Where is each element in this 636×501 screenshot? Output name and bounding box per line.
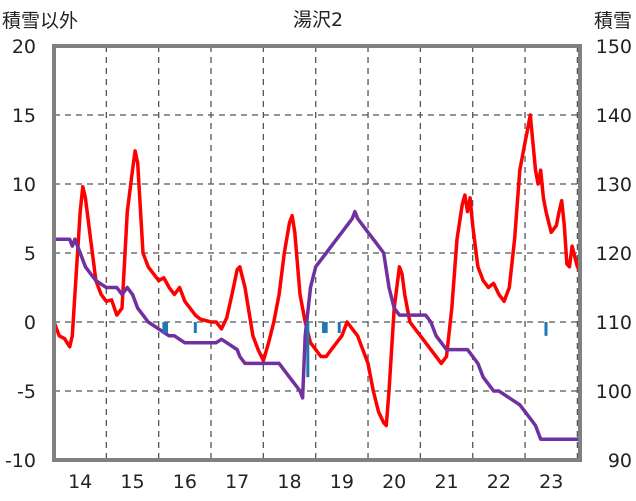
grid (54, 46, 580, 460)
x-tick-label: 18 (277, 471, 301, 493)
precipitation-bar (324, 322, 328, 334)
series-layer (54, 113, 580, 442)
precipitation-bar (162, 322, 166, 334)
precipitation-bar (544, 322, 548, 336)
x-tick-label: 20 (382, 471, 406, 493)
x-tick-label: 22 (487, 471, 511, 493)
y-right-tick-label: 150 (596, 36, 632, 58)
tick-labels: 20 15 10 5 0 -5 -10 150 140 130 120 110 100 90 14 15 16 1… (5, 36, 632, 493)
y-right-axis-label: 積雪 (594, 10, 632, 32)
snow-depth-line (54, 209, 580, 442)
temperature-line (54, 113, 580, 428)
x-tick-label: 14 (68, 471, 92, 493)
y-right-tick-label: 140 (596, 105, 632, 127)
x-tick-label: 19 (330, 471, 354, 493)
precipitation-bar (165, 322, 169, 334)
chart-title: 湯沢2 (293, 9, 343, 31)
y-left-tick-label: 20 (12, 36, 36, 58)
y-left-tick-label: 10 (12, 174, 36, 196)
y-right-tick-label: 130 (596, 174, 632, 196)
y-left-tick-label: -10 (5, 450, 36, 472)
precipitation-bar (322, 322, 326, 334)
precipitation-bar (193, 322, 197, 334)
x-tick-label: 17 (225, 471, 249, 493)
x-tick-label: 15 (120, 471, 144, 493)
plot-frame (52, 44, 582, 462)
y-right-tick-label: 100 (596, 381, 632, 403)
y-right-tick-label: 110 (596, 312, 632, 334)
x-tick-label: 23 (539, 471, 563, 493)
y-right-tick-label: 90 (608, 450, 632, 472)
x-tick-label: 16 (173, 471, 197, 493)
precipitation-bar (306, 322, 310, 378)
precipitation-bar (337, 322, 341, 334)
x-tick-label: 21 (434, 471, 458, 493)
y-right-tick-label: 120 (596, 243, 632, 265)
y-left-tick-label: 15 (12, 105, 36, 127)
y-left-axis-label: 積雪以外 (2, 10, 78, 32)
y-left-tick-label: -5 (17, 381, 36, 403)
y-left-tick-label: 0 (24, 312, 36, 334)
y-left-tick-label: 5 (24, 243, 36, 265)
